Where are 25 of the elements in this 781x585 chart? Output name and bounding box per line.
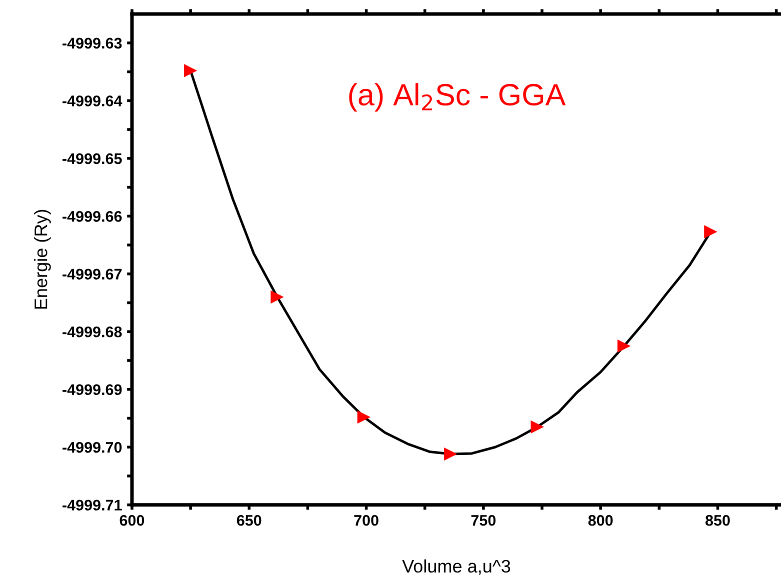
point	[444, 447, 458, 461]
annotation: (a) Al$_{2}$Sc - GGA	[349, 83, 566, 112]
x-tick-label: 700	[354, 514, 378, 526]
point	[184, 64, 198, 78]
text: -4999.70	[62, 442, 122, 453]
y-tick-label: -4999.68	[62, 326, 122, 338]
y-tick-label: -4999.67	[62, 268, 122, 280]
point	[270, 290, 284, 304]
x-tick-label: 850	[705, 514, 730, 526]
y-tick-label: -4999.66	[62, 211, 122, 222]
x-tick-label: 750	[471, 514, 496, 526]
x-axis-title: Volume a,u^3	[402, 559, 510, 575]
y-tick-label: -4999.64	[62, 96, 122, 106]
point	[704, 225, 718, 238]
y-tick-label: -4999.69	[62, 384, 122, 396]
x-tick-label: 800	[588, 514, 613, 526]
x-tick-label: 650	[236, 514, 262, 526]
y-tick-label: -4999.65	[62, 153, 122, 164]
y-tick-label: -4999.71	[62, 500, 122, 511]
point	[357, 410, 371, 424]
y-tick-label: -4999.63	[62, 38, 122, 49]
point	[530, 420, 544, 434]
point	[617, 339, 631, 353]
y-axis-title: Energie (Ry)	[34, 210, 51, 309]
x-tick-label: 600	[120, 514, 144, 526]
